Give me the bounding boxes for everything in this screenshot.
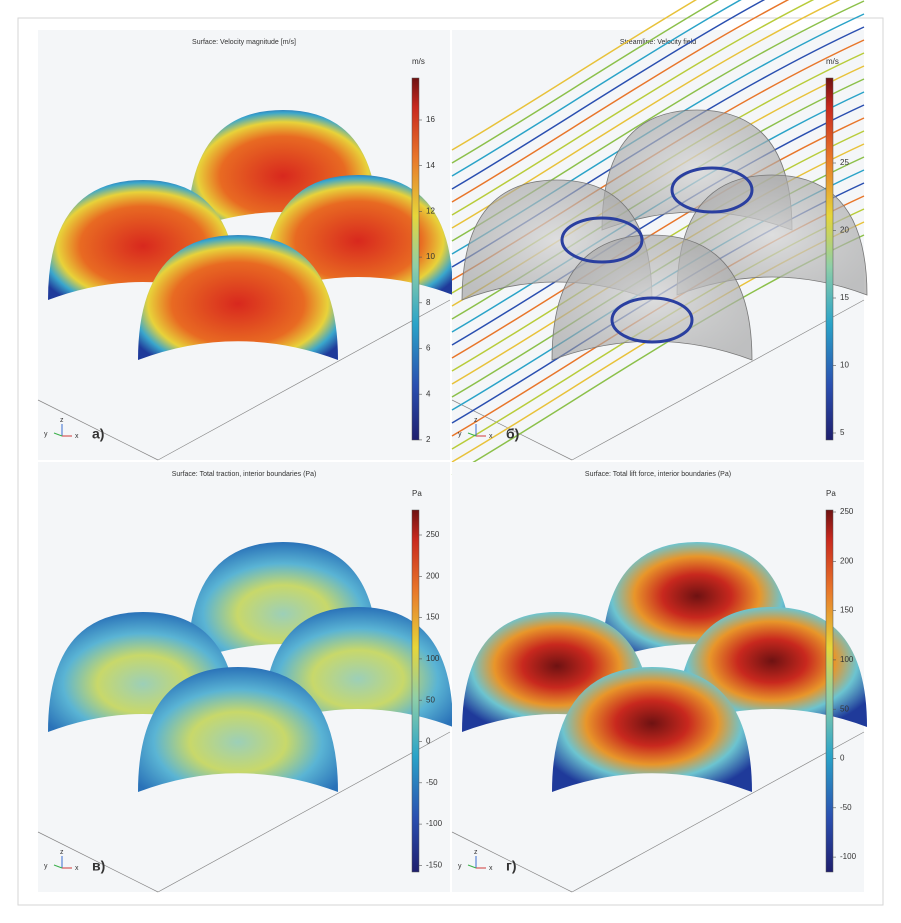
triad-label: z	[60, 849, 64, 856]
panel-label: б)	[506, 426, 519, 442]
color-bar-tick-label: 25	[840, 158, 849, 167]
panel-title: Surface: Total traction, interior bounda…	[172, 471, 317, 478]
color-bar-tick-label: 15	[840, 293, 849, 302]
color-bar-tick-label: 150	[426, 613, 440, 622]
color-bar-tick-label: 10	[840, 361, 849, 370]
color-bar-tick-label: 4	[426, 389, 431, 398]
color-bar-tick-label: 50	[426, 695, 435, 704]
panel: Surface: Total lift force, interior boun…	[452, 462, 867, 892]
panel-title: Surface: Velocity magnitude [m/s]	[192, 39, 296, 46]
triad-label: y	[458, 863, 462, 870]
color-bar-tick-label: 5	[840, 428, 845, 437]
triad-label: z	[474, 849, 478, 856]
triad-label: x	[75, 865, 79, 872]
triad-label: x	[489, 865, 493, 872]
color-bar-unit: m/s	[412, 57, 425, 66]
color-bar-tick-label: 150	[840, 606, 854, 615]
color-bar-tick-label: 0	[426, 737, 431, 746]
color-bar-tick-label: 12	[426, 207, 435, 216]
color-bar	[412, 78, 419, 440]
triad-label: z	[474, 417, 478, 424]
color-bar-tick-label: 10	[426, 252, 435, 261]
triad-label: y	[458, 431, 462, 438]
panel: Surface: Total traction, interior bounda…	[38, 462, 453, 892]
color-bar-unit: Pa	[826, 489, 836, 498]
color-bar-tick-label: 8	[426, 298, 431, 307]
color-bar	[826, 510, 833, 872]
color-bar-tick-label: -50	[840, 803, 852, 812]
color-bar-tick-label: 200	[426, 571, 440, 580]
panel-title: Surface: Total lift force, interior boun…	[585, 471, 731, 478]
color-bar-tick-label: -100	[840, 852, 857, 861]
color-bar-tick-label: 50	[840, 704, 849, 713]
color-bar-unit: m/s	[826, 57, 839, 66]
color-bar-tick-label: 250	[426, 530, 440, 539]
triad-label: x	[489, 433, 493, 440]
triad-label: y	[44, 431, 48, 438]
triad-label: z	[60, 417, 64, 424]
color-bar-unit: Pa	[412, 489, 422, 498]
color-bar	[826, 78, 833, 440]
color-bar	[412, 510, 419, 872]
triad-label: y	[44, 863, 48, 870]
figure: Surface: Velocity magnitude [m/s] m/s 16 14…	[0, 0, 901, 923]
color-bar-tick-label: 0	[840, 754, 845, 763]
panel: Streamline: Velocity fieldm/s252015105yz…	[452, 0, 867, 475]
color-bar-tick-label: 14	[426, 161, 435, 170]
triad-label: x	[75, 433, 79, 440]
color-bar-tick-label: 16	[426, 115, 435, 124]
color-bar-tick-label: -150	[426, 861, 443, 870]
color-bar-tick-label: 100	[426, 654, 440, 663]
color-bar-tick-label: 100	[840, 655, 854, 664]
color-bar-tick-label: 2	[426, 435, 431, 444]
panel-label: в)	[92, 858, 105, 874]
panel-label: а)	[92, 426, 104, 442]
color-bar-tick-label: 200	[840, 556, 854, 565]
color-bar-tick-label: 20	[840, 226, 849, 235]
panel-label: г)	[506, 858, 517, 874]
color-bar-tick-label: -100	[426, 819, 443, 828]
color-bar-tick-label: -50	[426, 778, 438, 787]
color-bar-tick-label: 250	[840, 507, 854, 516]
color-bar-tick-label: 6	[426, 344, 431, 353]
panel: Surface: Velocity magnitude [m/s] m/s 16 14…	[38, 30, 453, 460]
